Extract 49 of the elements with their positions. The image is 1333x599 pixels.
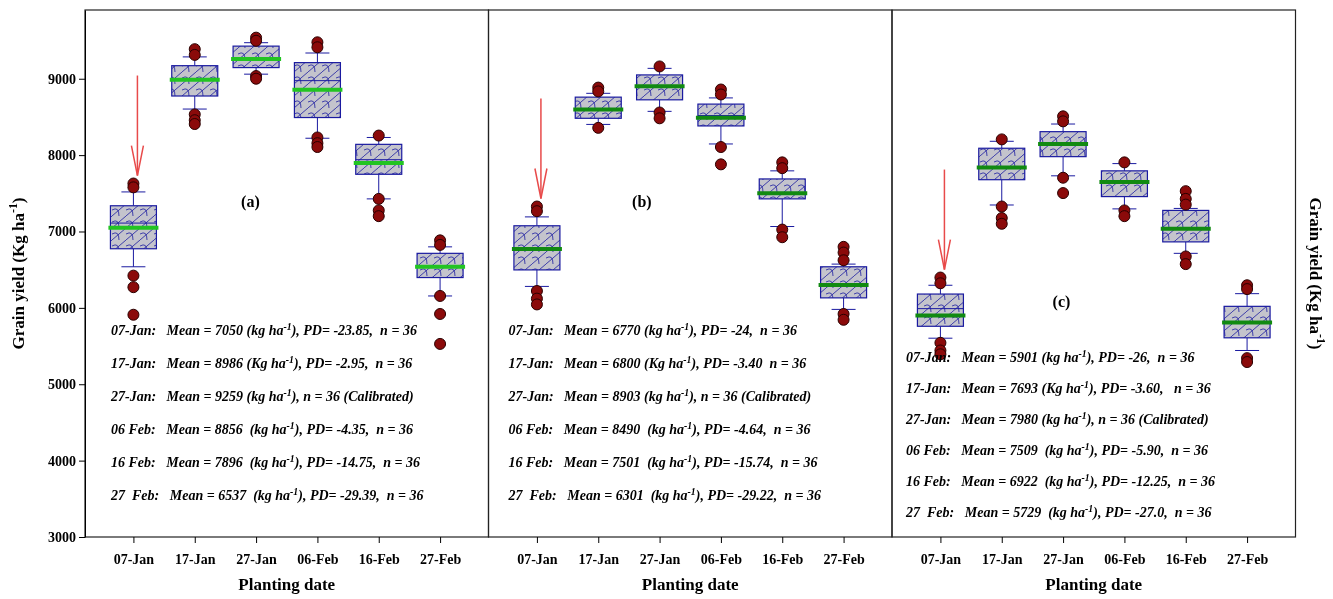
x-tick-label: 16-Feb — [762, 552, 804, 568]
text: (c) — [1052, 293, 1071, 311]
annotation: 06 Feb: Mean = 8490 (kg ha$^{-1}$), PD= -4.64, n = 36 — [508, 419, 811, 438]
x-axis-title: Planting date — [641, 575, 740, 594]
y-tick-label: 5000 — [48, 377, 76, 393]
y-tick-label: 4000 — [48, 453, 76, 469]
y-tick-label: 9000 — [48, 71, 76, 87]
annotation: 06 Feb: Mean = 7509 (kg ha$^{-1}$), PD= -5.90, n = 36 — [906, 440, 1208, 459]
annotation: 16 Feb: Mean = 6922 (kg ha$^{-1}$), PD= -12.25, n = 36 — [906, 471, 1215, 490]
x-tick-label: 16-Feb — [1165, 552, 1208, 568]
x-tick-label: 07-Jan — [517, 552, 558, 568]
annotation: 17-Jan: Mean = 8986 (Kg ha$^{-1}$), PD= -2.95, n = 36 — [111, 353, 413, 372]
x-tick-label: 27-Feb — [823, 552, 865, 568]
y-tick-label: 8000 — [48, 148, 76, 164]
annotation: 27-Jan: Mean = 9259 (kg ha$^{-1}$), n = 36 (Calibrated) — [110, 386, 414, 405]
x-tick-label: 16-Feb — [358, 552, 401, 568]
x-tick-label: 06-Feb — [1104, 552, 1146, 568]
annotation: 07-Jan: Mean = 7050 (kg ha$^{-1}$), PD= -23.85, n = 36 — [111, 320, 417, 339]
x-tick-label: 06-Feb — [700, 552, 743, 568]
x-axis-title: Planting date — [1045, 575, 1143, 594]
x-tick-label: 17-Jan — [982, 552, 1023, 568]
annotation: 27-Jan: Mean = 8903 (kg ha$^{-1}$), n = 36 (Calibrated) — [507, 386, 812, 405]
annotation: 06 Feb: Mean = 8856 (kg ha$^{-1}$), PD= -4.35, n = 36 — [111, 419, 413, 438]
annotation: 27 Feb: Mean = 6537 (kg ha$^{-1}$), PD= -29.39, n = 36 — [110, 485, 424, 504]
x-tick-label: 27-Feb — [1226, 552, 1269, 568]
x-tick-label: 17-Jan — [578, 552, 620, 568]
y-tick-label: 6000 — [48, 300, 76, 316]
annotation: 16 Feb: Mean = 7896 (kg ha$^{-1}$), PD= -14.75, n = 36 — [111, 452, 420, 471]
x-tick-label: 07-Jan — [113, 552, 155, 568]
annotation: 16 Feb: Mean = 7501 (kg ha$^{-1}$), PD= -15.74, n = 36 — [508, 452, 818, 471]
x-tick-label: 07-Jan — [920, 552, 962, 568]
x-tick-label: 17-Jan — [175, 552, 216, 568]
annotation: 27 Feb: Mean = 6301 (kg ha$^{-1}$), PD= -29.22, n = 36 — [507, 485, 821, 504]
annotation: 27-Jan: Mean = 7980 (kg ha$^{-1}$), n = 36 (Calibrated) — [905, 409, 1209, 428]
y-tick-label: 7000 — [48, 224, 76, 240]
x-tick-label: 27-Feb — [419, 552, 462, 568]
x-tick-label: 27-Jan — [1043, 552, 1085, 568]
annotation: 07-Jan: Mean = 6770 (kg ha$^{-1}$), PD= -24, n = 36 — [508, 320, 797, 339]
text: (a) — [241, 193, 260, 211]
annotation: 27 Feb: Mean = 5729 (kg ha$^{-1}$), PD= -27.0, n = 36 — [905, 502, 1212, 521]
annotation: 17-Jan: Mean = 7693 (Kg ha$^{-1}$), PD= -3.60, n = 36 — [906, 378, 1211, 397]
text: (b) — [632, 193, 652, 211]
x-tick-label: 27-Jan — [639, 552, 681, 568]
annotation: 17-Jan: Mean = 6800 (Kg ha$^{-1}$), PD= -3.40 n = 36 — [508, 353, 807, 372]
x-tick-label: 06-Feb — [297, 552, 339, 568]
annotation: 07-Jan: Mean = 5901 (kg ha$^{-1}$), PD= -26, n = 36 — [906, 347, 1195, 366]
y-tick-label: 3000 — [48, 529, 76, 545]
x-tick-label: 27-Jan — [236, 552, 278, 568]
x-axis-title: Planting date — [238, 575, 336, 594]
